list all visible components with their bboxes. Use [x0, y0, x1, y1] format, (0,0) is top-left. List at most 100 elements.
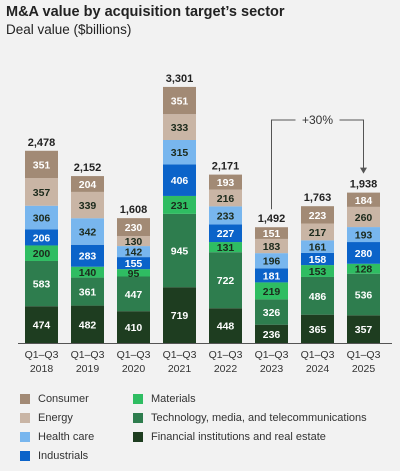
data-label: 357 — [33, 187, 51, 199]
bar-segment — [209, 174, 242, 190]
legend-swatch — [133, 413, 143, 423]
bracket-arrow — [360, 167, 367, 174]
data-label: 153 — [309, 266, 327, 278]
bar-segment — [301, 206, 334, 224]
data-label: 155 — [125, 258, 143, 270]
data-label: 196 — [263, 256, 281, 268]
bar-segment — [209, 252, 242, 309]
data-label: 283 — [79, 251, 97, 263]
data-label: 151 — [263, 228, 281, 240]
data-label: 339 — [79, 200, 97, 212]
legend-swatch — [20, 394, 30, 404]
data-label: 357 — [355, 324, 373, 336]
data-label: 131 — [217, 242, 235, 254]
bar-segment — [209, 308, 242, 343]
bar-segment — [117, 257, 150, 270]
data-label: 945 — [171, 246, 189, 258]
bar-segment — [301, 240, 334, 253]
data-label: 361 — [79, 287, 97, 299]
data-label: 184 — [355, 195, 373, 207]
legend-label: Energy — [38, 412, 73, 424]
x-tick-label: 2024 — [306, 363, 330, 375]
data-label: 193 — [355, 230, 373, 242]
legend-swatch — [20, 413, 30, 423]
bar-segment — [209, 189, 242, 207]
data-label: 219 — [263, 286, 281, 298]
bar-segment — [25, 205, 58, 230]
total-label: 2,478 — [28, 137, 56, 149]
bar-segment — [163, 164, 196, 196]
bar-segment — [163, 86, 196, 115]
bar-segment — [347, 315, 380, 343]
bar-segment — [25, 229, 58, 246]
x-tick-label: 2022 — [214, 363, 238, 375]
bar-segment — [255, 253, 288, 269]
bar-segment — [25, 260, 58, 307]
bar-segment — [163, 114, 196, 140]
bar-segment — [25, 245, 58, 261]
data-label: 158 — [309, 254, 327, 266]
data-label: 217 — [309, 227, 327, 239]
bar-segment — [301, 276, 334, 315]
legend-swatch — [133, 394, 143, 404]
x-tick-label: 2018 — [30, 363, 54, 375]
x-tick-label: Q1–Q3 — [209, 349, 243, 361]
x-tick-label: Q1–Q3 — [347, 349, 381, 361]
data-label: 181 — [263, 270, 281, 282]
data-label: 128 — [355, 264, 373, 276]
bar-segment — [301, 223, 334, 241]
data-label: 140 — [79, 267, 97, 279]
x-tick-label: 2025 — [352, 363, 376, 375]
data-label: 193 — [217, 177, 235, 189]
data-label: 447 — [125, 289, 143, 301]
legend-swatch — [20, 451, 30, 461]
data-label: 206 — [33, 232, 51, 244]
bar-segment — [117, 269, 150, 277]
legend-item: Health care — [20, 431, 94, 443]
data-label: 200 — [33, 248, 51, 260]
data-label: 536 — [355, 290, 373, 302]
legend-label: Industrials — [38, 450, 89, 462]
bar-segment — [347, 206, 380, 228]
bar-segment — [301, 314, 334, 343]
bar-segment — [255, 268, 288, 283]
bar-segment — [255, 282, 288, 300]
bar-segment — [255, 238, 288, 254]
bar-segment — [71, 218, 104, 245]
bar-segment — [255, 227, 288, 239]
bar-segment — [117, 235, 150, 247]
bar-segment — [25, 178, 58, 206]
bar-segment — [71, 266, 104, 278]
bar-segment — [347, 273, 380, 316]
x-tick-label: Q1–Q3 — [25, 349, 59, 361]
bar-segment — [163, 287, 196, 343]
data-label: 474 — [33, 320, 51, 332]
total-label: 1,492 — [258, 213, 286, 225]
bracket-right — [339, 119, 364, 173]
x-tick-label: 2019 — [76, 363, 100, 375]
bar-segment — [71, 176, 104, 192]
data-label: 204 — [79, 179, 97, 191]
legend-item: Industrials — [20, 450, 88, 462]
data-label: 482 — [79, 319, 97, 331]
data-label: 315 — [171, 147, 189, 159]
data-label: 333 — [171, 122, 189, 134]
bar-segment — [71, 305, 104, 343]
bar-segment — [255, 324, 288, 343]
bracket-left — [271, 119, 296, 210]
bar-segment — [117, 276, 150, 312]
chart-subtitle: Deal value ($billions) — [6, 22, 132, 37]
legend-label: Materials — [151, 393, 196, 405]
bar-segment — [347, 227, 380, 243]
bar-segment — [209, 206, 242, 225]
bar-segment — [209, 242, 242, 253]
bar-segment — [117, 218, 150, 236]
bar-segment — [163, 139, 196, 165]
x-tick-label: Q1–Q3 — [163, 349, 197, 361]
bar-segment — [209, 224, 242, 243]
data-label: 306 — [33, 213, 51, 225]
bar-segment — [347, 242, 380, 264]
data-label: 486 — [309, 291, 327, 303]
bar-segment — [347, 192, 380, 207]
data-label: 130 — [125, 236, 143, 248]
